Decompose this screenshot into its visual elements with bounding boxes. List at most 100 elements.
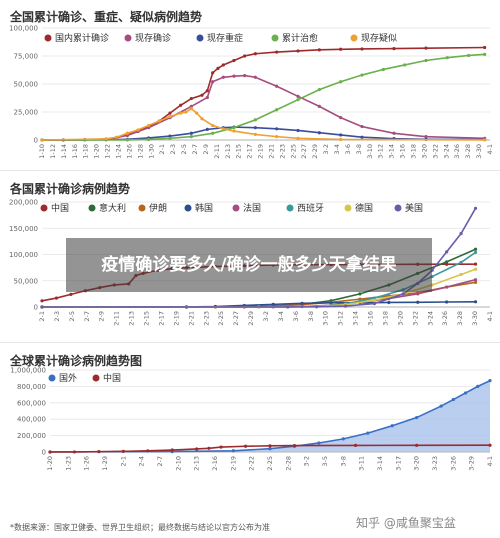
data-point — [317, 48, 321, 52]
x-tick-label: 2-1 — [158, 144, 166, 155]
x-tick-label: 1-18 — [82, 144, 90, 159]
chart-panel-1: 全国累计确诊、重症、疑似病例趋势 — [0, 0, 500, 170]
data-point — [184, 110, 188, 114]
x-tick-label: 2-7 — [191, 144, 199, 155]
legend-label: 西班牙 — [297, 202, 324, 214]
data-point — [275, 108, 279, 112]
x-tick-label: 3-23 — [431, 456, 439, 471]
x-tick-label: 2-7 — [83, 311, 91, 322]
y-tick-label: 200,000 — [17, 432, 46, 440]
x-tick-label: 2-15 — [143, 311, 151, 326]
x-tick-label: 2-5 — [180, 144, 188, 155]
x-tick-label: 3-18 — [381, 311, 389, 326]
data-point — [232, 129, 236, 133]
x-tick-label: 3-14 — [352, 311, 360, 326]
legend-marker — [232, 204, 240, 212]
data-point — [207, 446, 211, 450]
data-point — [341, 437, 345, 441]
legend-marker — [286, 204, 294, 212]
data-point — [392, 131, 396, 135]
data-point — [445, 56, 449, 60]
data-point — [292, 444, 297, 448]
x-tick-label: 2-17 — [157, 311, 165, 326]
x-tick-label: 4-1 — [486, 144, 494, 155]
data-point — [424, 135, 428, 139]
data-point — [343, 304, 348, 308]
x-tick-label: 3-24 — [426, 311, 434, 326]
data-point — [268, 447, 272, 451]
x-tick-label: 3-4 — [333, 144, 341, 155]
y-tick-label: 150,000 — [9, 225, 38, 233]
data-point — [381, 67, 385, 72]
data-point — [54, 296, 59, 300]
data-point — [243, 74, 247, 78]
y-tick-label: 0 — [34, 304, 38, 312]
data-point — [401, 292, 405, 296]
data-point — [387, 300, 391, 305]
data-point — [473, 250, 478, 254]
x-tick-label: 2-13 — [193, 456, 201, 471]
data-point — [195, 447, 199, 451]
data-point — [232, 126, 236, 130]
x-tick-label: 3-10 — [366, 144, 374, 159]
data-point — [221, 63, 225, 67]
data-point — [40, 138, 44, 142]
data-point — [451, 397, 455, 402]
legend-label: 国内累计确诊 — [55, 32, 109, 44]
data-point — [147, 126, 151, 130]
data-point — [179, 103, 183, 107]
data-point — [221, 127, 225, 131]
data-point — [211, 131, 215, 135]
x-tick-label: 2-3 — [53, 311, 61, 322]
data-point — [358, 292, 362, 296]
x-tick-label: 1-30 — [147, 144, 155, 159]
data-point — [271, 302, 275, 306]
data-point — [168, 134, 172, 138]
data-point — [40, 305, 44, 309]
x-tick-label: 2-29 — [311, 144, 319, 159]
legend-label: 现存疑似 — [361, 32, 397, 44]
y-tick-label: 50,000 — [14, 81, 39, 89]
data-point — [147, 123, 151, 128]
data-point — [473, 267, 478, 271]
data-point — [390, 424, 394, 428]
data-point — [459, 272, 463, 277]
x-tick-label: 3-4 — [277, 311, 285, 322]
data-point — [314, 305, 319, 309]
x-tick-label: 3-8 — [339, 456, 347, 467]
data-point — [296, 94, 300, 98]
data-point — [296, 136, 300, 140]
x-tick-label: 1-12 — [49, 144, 57, 159]
x-tick-label: 3-12 — [337, 311, 345, 326]
x-tick-label: 2-1 — [38, 311, 46, 322]
data-point — [360, 47, 364, 51]
x-tick-label: 3-28 — [464, 144, 472, 159]
data-point — [72, 450, 77, 454]
x-tick-label: 2-17 — [246, 144, 254, 159]
title-banner: 疫情确诊要多久/确诊一般多少天拿结果 — [66, 238, 432, 292]
data-point — [232, 74, 236, 78]
x-tick-label: 3-26 — [441, 311, 449, 326]
legend-marker — [88, 204, 96, 212]
y-tick-label: 100,000 — [9, 251, 38, 259]
data-point — [168, 114, 172, 119]
data-point — [40, 299, 44, 303]
data-point — [205, 127, 209, 131]
data-point — [168, 136, 172, 140]
x-tick-label: 3-18 — [410, 144, 418, 159]
x-tick-label: 2-9 — [98, 311, 106, 322]
data-point — [48, 450, 52, 454]
data-point — [360, 124, 364, 129]
data-point — [200, 117, 204, 121]
x-tick-label: 3-8 — [307, 311, 315, 322]
x-tick-label: 1-10 — [38, 144, 46, 159]
data-point — [146, 449, 150, 453]
series-line-3 — [41, 53, 485, 141]
y-tick-label: 1,000,000 — [10, 367, 46, 375]
y-tick-label: 75,000 — [14, 53, 39, 61]
data-point — [467, 53, 471, 58]
data-point — [439, 404, 443, 408]
legend-marker — [184, 204, 192, 212]
x-tick-label: 3-26 — [449, 456, 457, 471]
chart-panel-2: 各国累计确诊病例趋势 — [0, 172, 500, 342]
